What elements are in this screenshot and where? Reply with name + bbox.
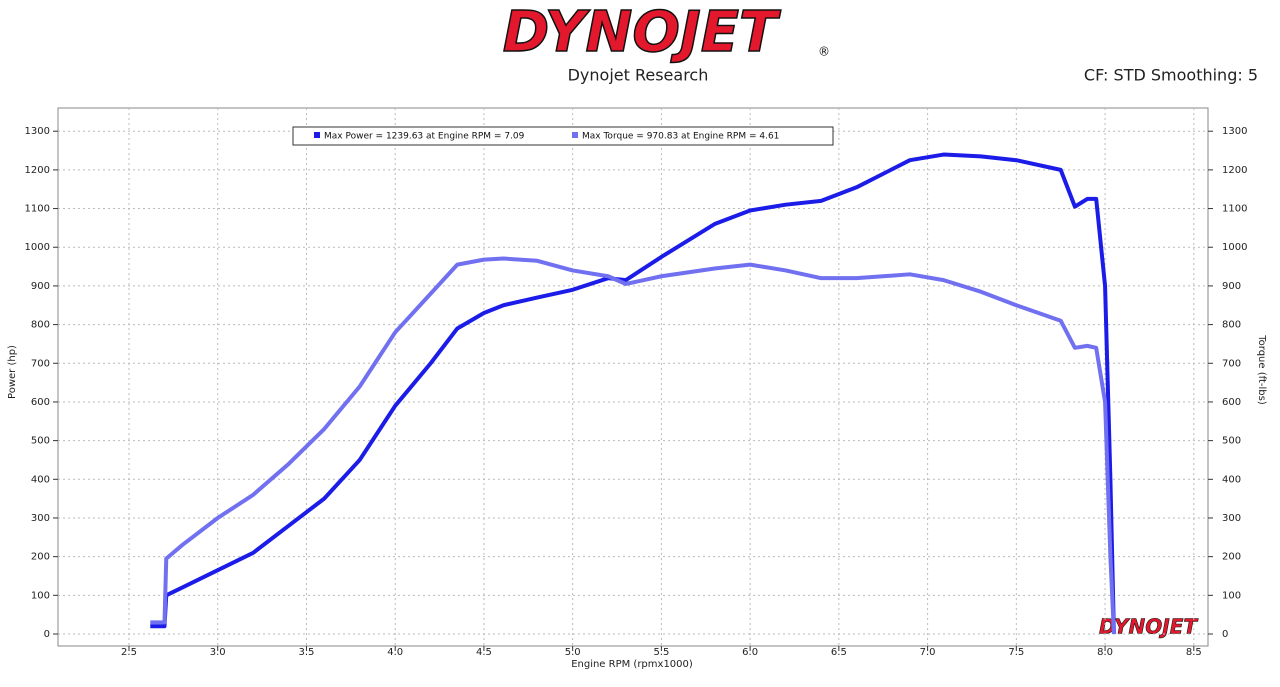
x-tick-label: 6.5 [831, 647, 847, 658]
legend-swatch [572, 132, 578, 138]
x-tick-label: 7.0 [920, 647, 936, 658]
y2-tick-label: 900 [1222, 281, 1241, 292]
legend-box [292, 126, 834, 146]
y-tick-label: 700 [31, 358, 50, 369]
y2-axis-label: Torque (ft-lbs) [1256, 334, 1267, 405]
series-line [150, 256, 1116, 635]
y-axis-label: Power (hp) [7, 345, 18, 399]
y-tick-label: 500 [31, 436, 50, 447]
logo: DYNOJET [503, 0, 781, 65]
y-tick-label: 1200 [25, 165, 50, 176]
x-tick-label: 4.0 [387, 647, 403, 658]
y2-tick-label: 300 [1222, 513, 1241, 524]
y-tick-label: 600 [31, 397, 50, 408]
legend-label: Max Power = 1239.63 at Engine RPM = 7.09 [324, 132, 525, 142]
x-tick-label: 3.0 [210, 647, 226, 658]
y2-tick-label: 800 [1222, 320, 1241, 331]
y-tick-label: 0 [44, 629, 50, 640]
legend: Max Power = 1239.63 at Engine RPM = 7.09… [292, 126, 834, 146]
logo-mark: ® [818, 45, 830, 59]
x-tick-label: 8.5 [1186, 647, 1202, 658]
series-line [150, 152, 1116, 635]
legend-swatch [314, 132, 320, 138]
x-tick-label: 3.5 [299, 647, 315, 658]
y2-tick-label: 0 [1222, 629, 1228, 640]
chart-title: Dynojet Research [568, 66, 709, 85]
y-tick-label: 1000 [25, 242, 50, 253]
x-tick-label: 6.0 [742, 647, 758, 658]
y2-tick-label: 100 [1222, 590, 1241, 601]
x-tick-label: 4.5 [476, 647, 492, 658]
y2-tick-label: 700 [1222, 358, 1241, 369]
y-tick-label: 100 [31, 590, 50, 601]
y2-tick-label: 1000 [1222, 242, 1247, 253]
x-tick-label: 8.0 [1097, 647, 1113, 658]
y2-tick-label: 1100 [1222, 204, 1247, 215]
y2-tick-label: 1300 [1222, 126, 1247, 137]
x-axis-label: Engine RPM (rpmx1000) [571, 659, 693, 670]
x-tick-label: 5.0 [565, 647, 581, 658]
x-tick-label: 5.5 [653, 647, 669, 658]
x-tick-label: 7.5 [1008, 647, 1024, 658]
y2-tick-label: 400 [1222, 474, 1241, 485]
legend-label: Max Torque = 970.83 at Engine RPM = 4.61 [582, 132, 779, 142]
y2-tick-label: 200 [1222, 552, 1241, 563]
y-tick-label: 400 [31, 474, 50, 485]
y-tick-label: 1100 [25, 204, 50, 215]
y-tick-label: 800 [31, 320, 50, 331]
y-tick-label: 200 [31, 552, 50, 563]
chart-subtitle: CF: STD Smoothing: 5 [1084, 66, 1258, 85]
y2-tick-label: 600 [1222, 397, 1241, 408]
y-tick-label: 1300 [25, 126, 50, 137]
y2-tick-label: 1200 [1222, 165, 1247, 176]
y-tick-label: 900 [31, 281, 50, 292]
x-tick-label: 2.5 [121, 647, 137, 658]
y-tick-label: 300 [31, 513, 50, 524]
y2-tick-label: 500 [1222, 436, 1241, 447]
